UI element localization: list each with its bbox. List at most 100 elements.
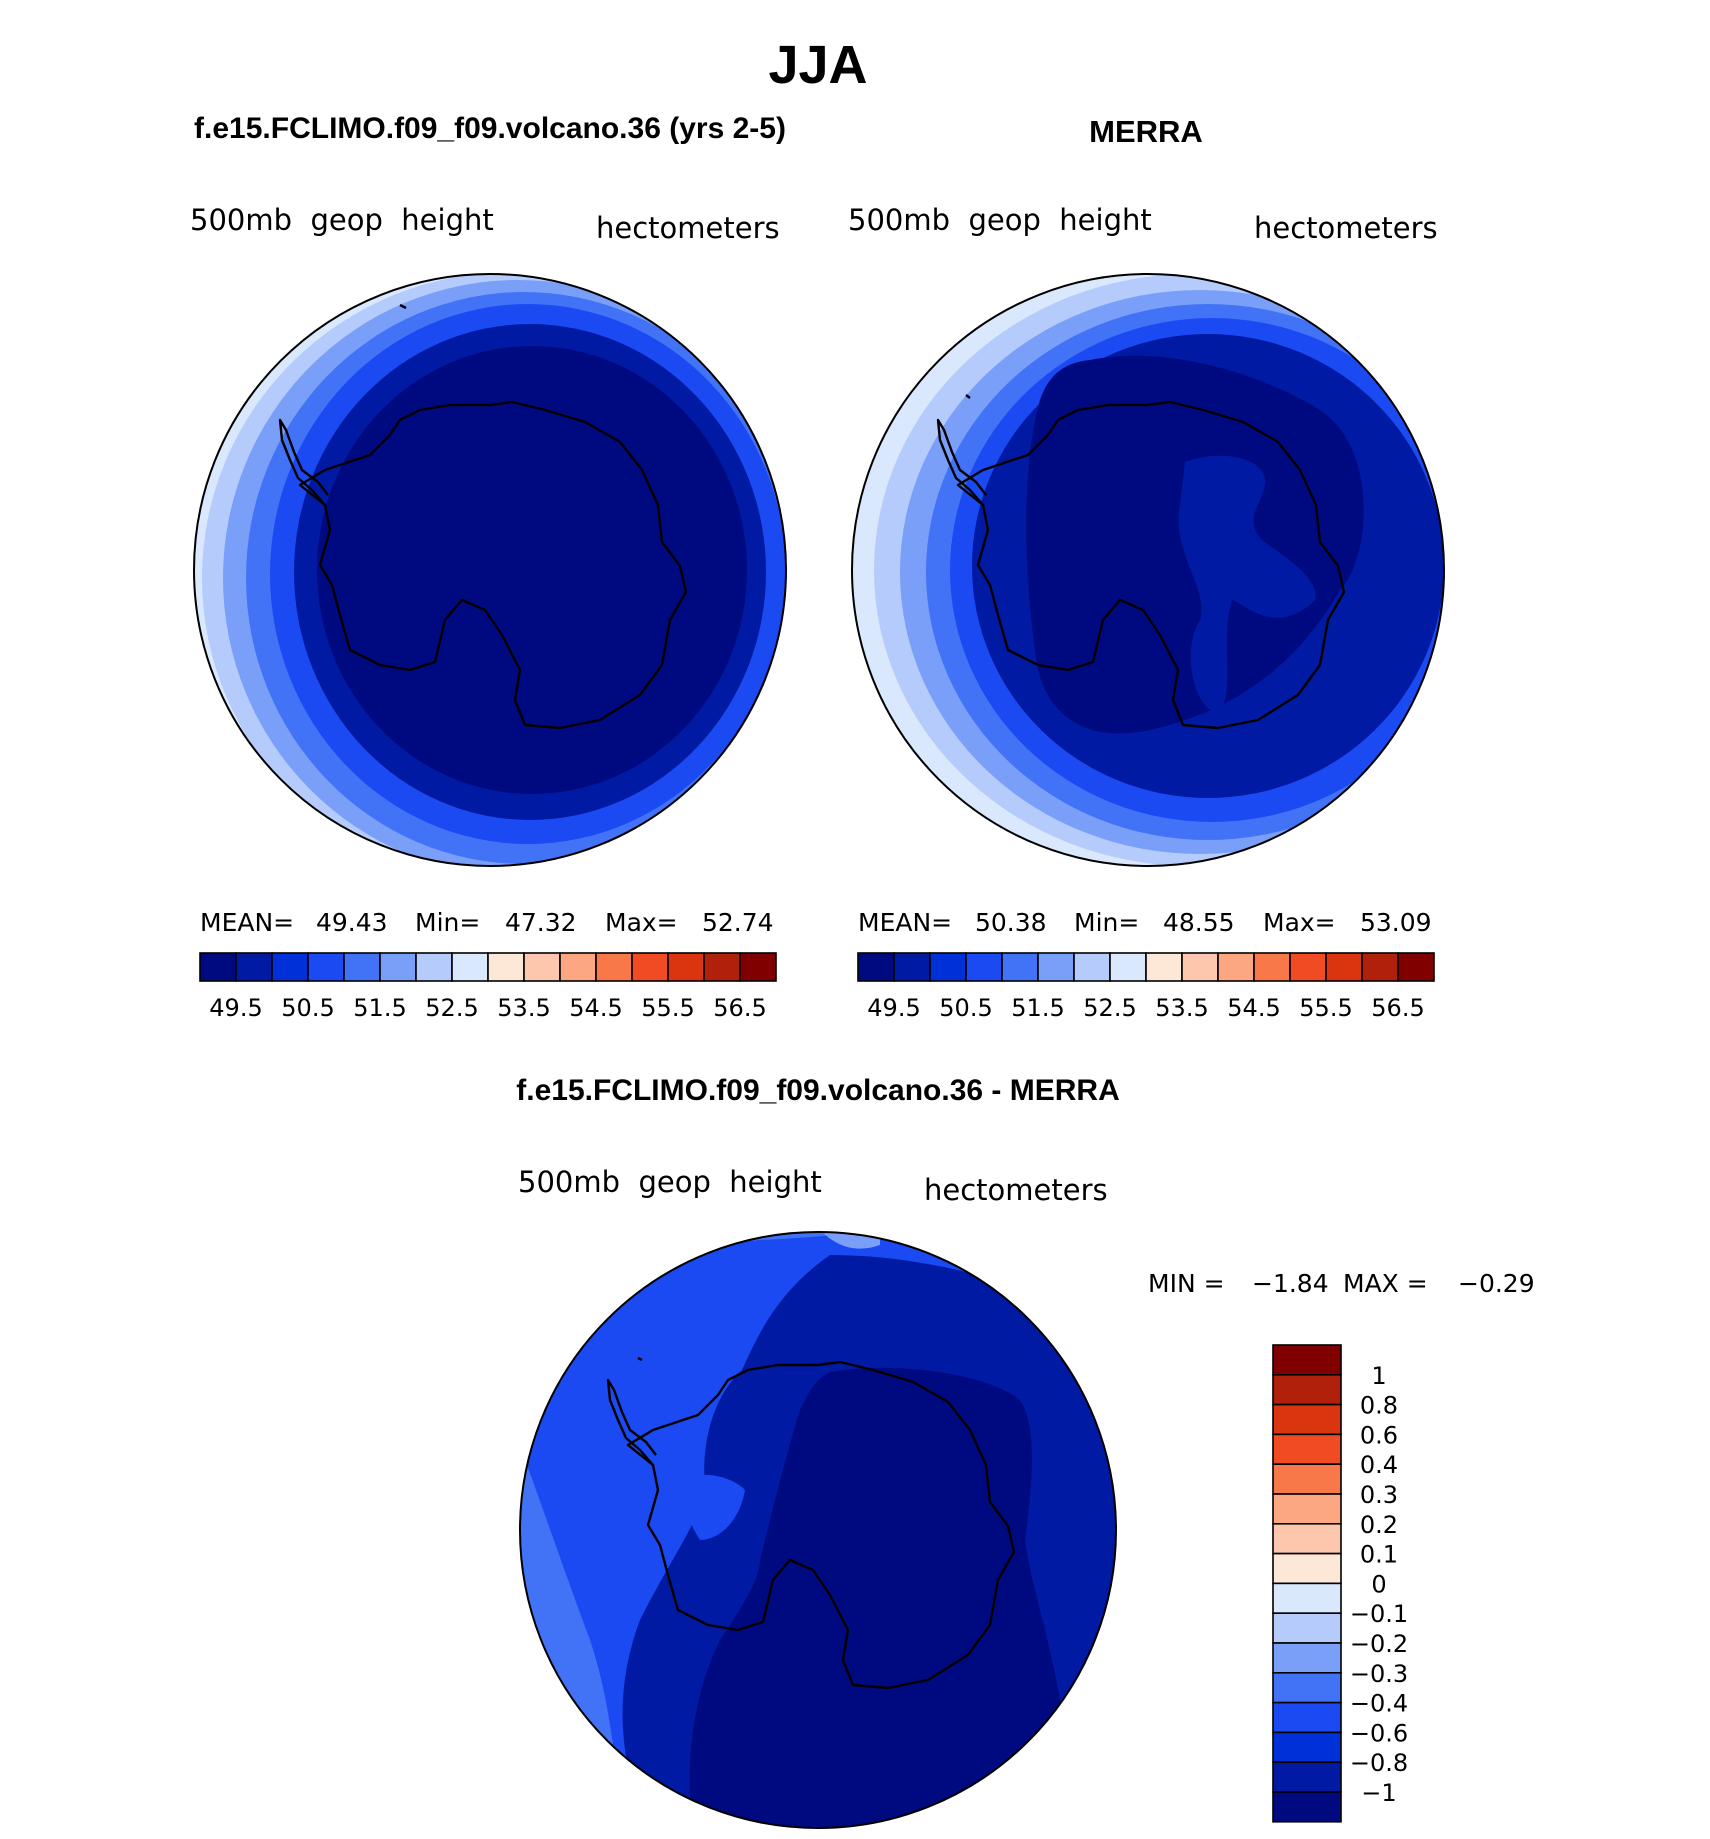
model-colorbar-box	[631, 952, 669, 982]
model-colorbar-tick-label: 49.5	[209, 994, 262, 1022]
model-map-border	[193, 273, 787, 867]
obs-colorbar-tick-label: 54.5	[1227, 994, 1280, 1022]
diff-colorbar-box	[1272, 1791, 1342, 1823]
obs-colorbar-box	[1145, 952, 1183, 982]
model-colorbar-box	[271, 952, 309, 982]
diff-colorbar-box	[1272, 1433, 1342, 1466]
diff-colorbar-tick-label: 0.3	[1360, 1481, 1398, 1509]
model-stat-mean-label: MEAN=	[200, 908, 294, 937]
model-colorbar-box	[595, 952, 633, 982]
model-variable-label: 500mb geop height	[190, 203, 494, 237]
diff-colorbar-tick-label: 0.6	[1360, 1421, 1398, 1449]
diff-colorbar-tick-label: −0.2	[1350, 1630, 1408, 1658]
obs-stat-min-label: Min=	[1074, 908, 1139, 937]
model-units-label: hectometers	[596, 211, 780, 245]
diff-variable-label: 500mb geop height	[518, 1165, 822, 1199]
obs-colorbar-box	[1397, 952, 1435, 982]
obs-colorbar-box	[1361, 952, 1399, 982]
model-stat-max: 52.74	[702, 908, 774, 937]
model-colorbar-box	[415, 952, 453, 982]
model-colorbar-tick-label: 50.5	[281, 994, 334, 1022]
obs-units-label: hectometers	[1254, 211, 1438, 245]
model-colorbar-box	[559, 952, 597, 982]
model-colorbar-box	[703, 952, 741, 982]
diff-colorbar-tick-label: −0.8	[1350, 1749, 1408, 1777]
obs-colorbar-box	[857, 952, 895, 982]
left-panel-title: f.e15.FCLIMO.f09_f09.volcano.36 (yrs 2-5…	[194, 112, 786, 145]
model-stat-min-label: Min=	[415, 908, 480, 937]
diff-colorbar: 10.80.60.40.30.20.10−0.1−0.2−0.3−0.4−0.6…	[1272, 1344, 1408, 1823]
obs-colorbar-box	[1289, 952, 1327, 982]
obs-colorbar-box	[1325, 952, 1363, 982]
obs-colorbar-box	[1109, 952, 1147, 982]
obs-stat-min: 48.55	[1163, 908, 1235, 937]
obs-colorbar-box	[1037, 952, 1075, 982]
model-colorbar-box	[451, 952, 489, 982]
model-colorbar-box	[379, 952, 417, 982]
diff-colorbar-tick-label: 1	[1371, 1362, 1386, 1390]
model-colorbar-tick-label: 56.5	[713, 994, 766, 1022]
obs-stat-mean-label: MEAN=	[858, 908, 952, 937]
obs-colorbar-tick-label: 55.5	[1299, 994, 1352, 1022]
model-colorbar-box	[667, 952, 705, 982]
diff-colorbar-box	[1272, 1701, 1342, 1734]
obs-map-border	[851, 273, 1445, 867]
obs-stat-max-label: Max=	[1263, 908, 1336, 937]
obs-colorbar-box	[929, 952, 967, 982]
right-panel-title: MERRA	[1089, 114, 1203, 149]
diff-stat-min-label: MIN =	[1148, 1269, 1225, 1298]
model-map	[194, 274, 786, 866]
model-colorbar-box	[235, 952, 273, 982]
diff-colorbar-tick-label: 0.8	[1360, 1392, 1398, 1420]
model-colorbar-tick-label: 55.5	[641, 994, 694, 1022]
diff-stat-max: −0.29	[1458, 1269, 1535, 1298]
obs-variable-label: 500mb geop height	[848, 203, 1152, 237]
obs-colorbar-box	[965, 952, 1003, 982]
obs-colorbar-box	[1181, 952, 1219, 982]
diff-stat-min: −1.84	[1252, 1269, 1329, 1298]
diff-colorbar-tick-label: 0.4	[1360, 1451, 1398, 1479]
model-colorbar-tick-label: 51.5	[353, 994, 406, 1022]
obs-stat-mean: 50.38	[975, 908, 1047, 937]
diff-colorbar-box	[1272, 1552, 1342, 1585]
diff-colorbar-box	[1272, 1612, 1342, 1644]
diff-colorbar-tick-label: −1	[1361, 1779, 1396, 1807]
obs-colorbar-tick-label: 51.5	[1011, 994, 1064, 1022]
obs-colorbar-tick-label: 49.5	[867, 994, 920, 1022]
diff-map-border	[519, 1231, 1117, 1829]
obs-colorbar-tick-label: 53.5	[1155, 994, 1208, 1022]
obs-colorbar: 49.5 50.5 51.5 52.5 53.5 54.5 55.5 56.5	[857, 952, 1435, 1022]
model-stat-mean: 49.43	[316, 908, 388, 937]
obs-map	[852, 274, 1444, 866]
diff-panel-title: f.e15.FCLIMO.f09_f09.volcano.36 - MERRA	[516, 1074, 1120, 1107]
diff-colorbar-tick-label: −0.6	[1350, 1719, 1408, 1747]
obs-colorbar-box	[1217, 952, 1255, 982]
diff-colorbar-tick-label: −0.1	[1350, 1600, 1408, 1628]
figure-title: JJA	[768, 35, 867, 95]
obs-colorbar-tick-label: 50.5	[939, 994, 992, 1022]
diff-colorbar-tick-label: −0.3	[1350, 1660, 1408, 1688]
model-stat-max-label: Max=	[605, 908, 678, 937]
diff-colorbar-box	[1272, 1761, 1342, 1793]
model-colorbar-tick-label: 52.5	[425, 994, 478, 1022]
obs-colorbar-tick-label: 56.5	[1371, 994, 1424, 1022]
model-colorbar-box	[523, 952, 561, 982]
diff-units-label: hectometers	[924, 1173, 1108, 1207]
obs-panel: 500mb geop height hectometers MEAN= 50.3…	[848, 203, 1445, 1022]
diff-colorbar-tick-label: 0.1	[1360, 1541, 1398, 1569]
model-colorbar-box	[739, 952, 777, 982]
obs-colorbar-box	[1073, 952, 1111, 982]
obs-colorbar-box	[1253, 952, 1291, 982]
diff-colorbar-box	[1272, 1344, 1342, 1376]
model-colorbar-tick-label: 53.5	[497, 994, 550, 1022]
obs-colorbar-tick-label: 52.5	[1083, 994, 1136, 1022]
model-colorbar-box	[199, 952, 237, 982]
diff-colorbar-box	[1272, 1523, 1342, 1555]
diff-stat-max-label: MAX =	[1343, 1269, 1428, 1298]
obs-colorbar-box	[1001, 952, 1039, 982]
diff-colorbar-tick-label: −0.4	[1350, 1690, 1408, 1718]
obs-colorbar-box	[893, 952, 931, 982]
diff-colorbar-box	[1272, 1493, 1342, 1525]
diff-colorbar-box	[1272, 1463, 1342, 1495]
